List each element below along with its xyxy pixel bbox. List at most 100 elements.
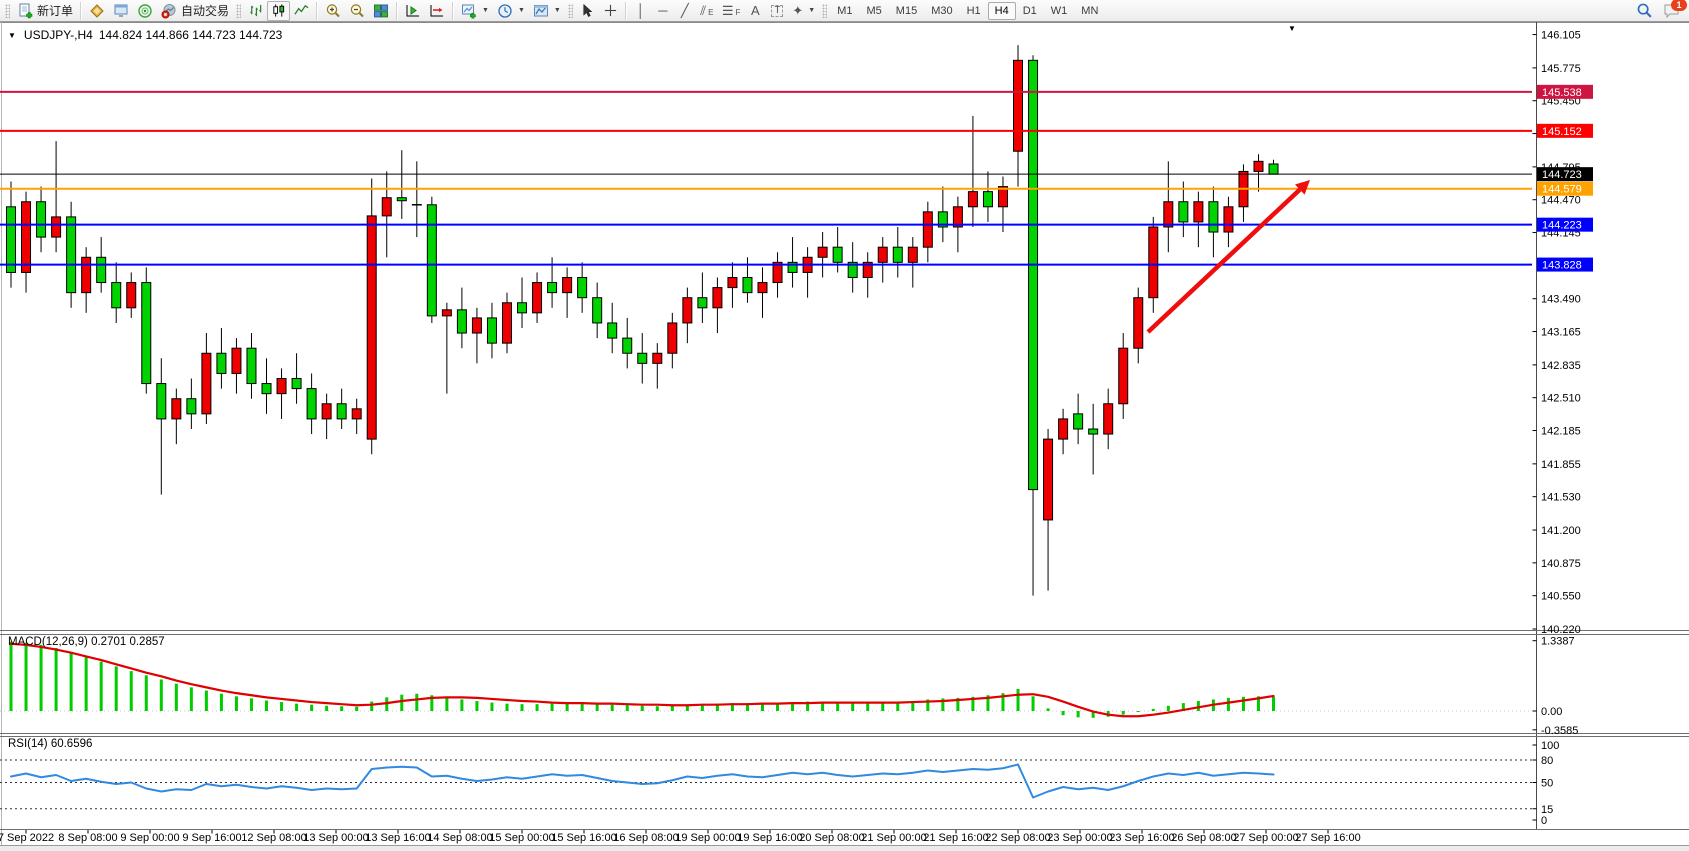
price-level-lines[interactable]: [0, 90, 1532, 266]
svg-text:80: 80: [1541, 755, 1553, 767]
candle: [1043, 429, 1054, 591]
zoom-out-button[interactable]: [345, 1, 369, 21]
svg-text:142.510: 142.510: [1541, 393, 1581, 405]
svg-text:143.828: 143.828: [1542, 260, 1582, 272]
candle: [652, 343, 663, 389]
chart-shift-button[interactable]: [425, 1, 449, 21]
tf-M5[interactable]: M5: [860, 2, 889, 20]
tf-D1[interactable]: D1: [1016, 2, 1044, 20]
candle: [997, 176, 1008, 233]
candle: [1058, 408, 1069, 455]
autotrading-button[interactable]: 自动交易: [157, 1, 233, 21]
svg-text:146.105: 146.105: [1541, 30, 1581, 42]
svg-text:0: 0: [1541, 815, 1547, 827]
horizontal-line-tool[interactable]: ─: [652, 1, 674, 21]
candle: [727, 262, 738, 308]
new-order-button[interactable]: 新订单: [13, 1, 77, 21]
arrows-tool[interactable]: ✦ ▼: [788, 1, 819, 21]
candle: [982, 171, 993, 222]
toolbar-grip[interactable]: [5, 3, 10, 18]
toolbar-grip[interactable]: [567, 3, 573, 18]
separator: [316, 1, 319, 20]
candle: [622, 317, 633, 369]
candle: [366, 178, 377, 455]
fibonacci-tool[interactable]: ☰ F: [718, 1, 745, 21]
toolbar-grip[interactable]: [236, 3, 242, 18]
data-window-button[interactable]: [109, 1, 133, 21]
candle: [411, 161, 422, 238]
new-chart-button[interactable]: ▼: [457, 1, 493, 21]
tf-M1[interactable]: M1: [830, 2, 859, 20]
rsi-indicator-label[interactable]: RSI(14) 60.6596: [8, 738, 93, 750]
candle: [682, 287, 693, 344]
candle: [471, 307, 482, 364]
candle: [486, 302, 497, 359]
svg-text:143.490: 143.490: [1541, 294, 1581, 306]
trend-arrow-annotation[interactable]: [1146, 180, 1310, 334]
navigator-button[interactable]: [133, 1, 157, 21]
vertical-line-tool[interactable]: │: [630, 1, 652, 21]
tile-windows-button[interactable]: [369, 1, 393, 21]
chart-ohlc-values: 144.824 144.866 144.723 144.723: [98, 28, 283, 42]
candle: [246, 333, 257, 399]
tf-H1[interactable]: H1: [960, 2, 988, 20]
crosshair-button[interactable]: [599, 1, 622, 21]
candle: [1178, 181, 1189, 238]
cursor-button[interactable]: [576, 1, 599, 21]
notifications-button[interactable]: 1: [1663, 0, 1687, 19]
notification-badge: 1: [1671, 0, 1687, 11]
candle: [1103, 388, 1114, 450]
market-watch-button[interactable]: [85, 1, 109, 21]
svg-text:145.775: 145.775: [1541, 63, 1581, 75]
svg-text:141.855: 141.855: [1541, 459, 1581, 471]
candle: [201, 333, 212, 424]
svg-text:140.875: 140.875: [1541, 558, 1581, 570]
quick-menu-arrow-icon[interactable]: ▼: [1288, 24, 1296, 33]
tf-M15[interactable]: M15: [889, 2, 924, 20]
chart-window: 146.105145.775145.450145.125144.795144.4…: [0, 22, 1689, 851]
candle: [532, 272, 543, 323]
svg-text:20 Sep 08:00: 20 Sep 08:00: [799, 832, 864, 844]
trendline-tool[interactable]: ╱: [674, 1, 696, 21]
svg-text:27 Sep 16:00: 27 Sep 16:00: [1295, 832, 1360, 844]
periods-button[interactable]: ▼: [493, 1, 529, 21]
templates-icon: [533, 4, 548, 16]
candle: [757, 267, 768, 318]
svg-text:143.165: 143.165: [1541, 327, 1581, 339]
text-label-tool[interactable]: T: [766, 1, 788, 21]
candle: [667, 312, 678, 369]
tf-H4[interactable]: H4: [987, 1, 1016, 20]
candle: [171, 388, 182, 445]
zoom-in-button[interactable]: [321, 1, 345, 21]
candle: [892, 226, 903, 278]
svg-text:140.550: 140.550: [1541, 591, 1581, 603]
tf-M30[interactable]: M30: [924, 2, 959, 20]
candlestick-chart-button[interactable]: [267, 0, 291, 21]
bar-chart-button[interactable]: [244, 1, 267, 21]
text-tool[interactable]: A: [744, 1, 766, 21]
tf-W1[interactable]: W1: [1044, 2, 1075, 20]
tf-MN[interactable]: MN: [1074, 2, 1105, 20]
channel-tool[interactable]: ⫽ E: [696, 1, 718, 21]
chart-canvas[interactable]: 146.105145.775145.450145.125144.795144.4…: [0, 22, 1689, 851]
candle: [1223, 196, 1234, 248]
collapse-arrow-icon[interactable]: ▼: [8, 30, 16, 40]
macd-indicator-label[interactable]: MACD(12,26,9) 0.2701 0.2857: [8, 636, 165, 648]
auto-scroll-button[interactable]: [401, 1, 425, 21]
candle: [817, 232, 828, 278]
candle: [1238, 164, 1249, 222]
cursor-icon: [583, 3, 593, 17]
svg-text:-0.3585: -0.3585: [1541, 725, 1578, 737]
templates-button[interactable]: ▼: [529, 1, 565, 21]
channel-sub-label: E: [708, 7, 714, 17]
svg-text:27 Sep 00:00: 27 Sep 00:00: [1233, 832, 1298, 844]
svg-text:13 Sep 00:00: 13 Sep 00:00: [303, 832, 368, 844]
candle: [381, 171, 392, 258]
candle: [6, 181, 16, 288]
line-chart-button[interactable]: [290, 1, 313, 21]
search-button[interactable]: [1632, 1, 1657, 21]
toolbar-grip[interactable]: [822, 3, 828, 18]
horizontal-line-icon: ─: [658, 3, 668, 18]
time-axis[interactable]: 7 Sep 2022 8 Sep 08:00 9 Sep 00:00 9 Sep 16…: [0, 830, 1361, 844]
price-axis[interactable]: 146.105145.775145.450145.125144.795144.4…: [1532, 30, 1581, 636]
